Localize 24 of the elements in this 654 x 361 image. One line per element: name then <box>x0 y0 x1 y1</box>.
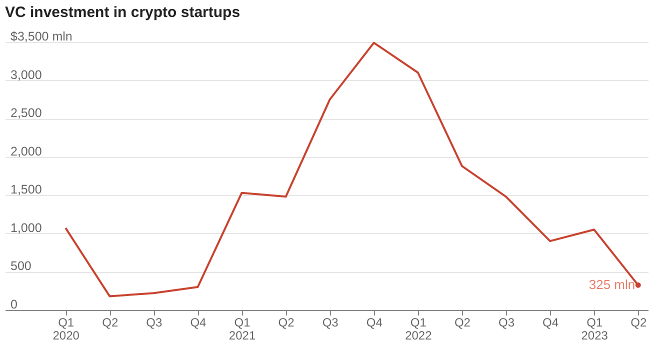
x-tick-label: Q1 2022 <box>405 316 432 342</box>
x-tick-label: Q2 <box>102 316 118 330</box>
annotation: 325 mln <box>588 277 636 292</box>
y-tick-label: 2,000 <box>10 144 42 158</box>
chart-title: VC investment in crypto startups <box>4 3 242 22</box>
x-tick-label: Q1 2020 <box>52 316 80 342</box>
x-tick-label: Q1 2021 <box>228 316 256 342</box>
x-tick-label: Q3 <box>322 316 339 330</box>
y-tick-label: 1,500 <box>10 182 42 197</box>
x-tick-label: Q2 <box>630 316 647 330</box>
x-tick-label: Q4 <box>366 316 383 330</box>
x-tick-label: Q1 2023 <box>581 316 608 342</box>
y-tick-label: 0 <box>10 298 18 312</box>
y-tick-label: 3,000 <box>10 68 42 82</box>
y-tick-label: $3,500 mln <box>10 30 72 44</box>
x-tick-label: Q4 <box>542 316 559 330</box>
x-tick-label: Q2 <box>454 316 471 330</box>
x-tick-label: Q3 <box>498 316 515 330</box>
x-tick-label: Q3 <box>146 316 163 330</box>
x-tick-label: Q4 <box>190 316 207 330</box>
y-tick-label: 2,500 <box>10 106 42 120</box>
y-tick-label: 500 <box>10 259 32 274</box>
x-tick-label: Q2 <box>278 316 295 330</box>
y-tick-label: 1,000 <box>10 220 42 235</box>
